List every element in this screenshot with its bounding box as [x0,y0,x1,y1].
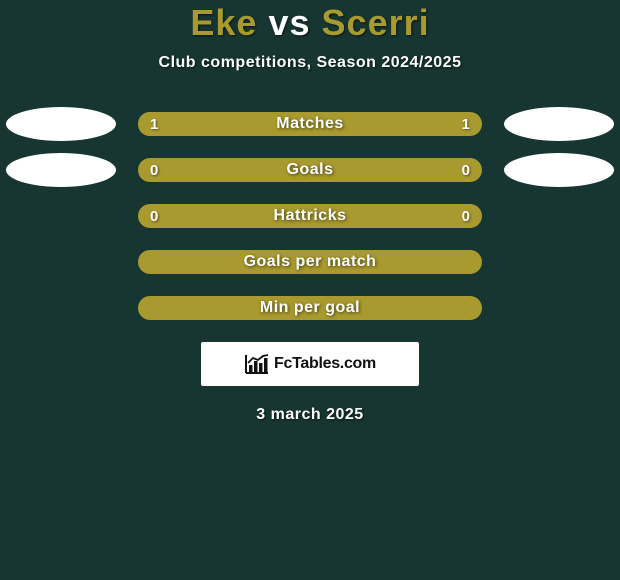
comparison-infographic: Eke vs Scerri Club competitions, Season … [0,0,620,580]
value-left: 1 [150,116,158,133]
stat-row: Goals per match [0,250,620,274]
pie-left [6,107,116,141]
logo-text: FcTables.com [274,355,376,373]
player1-name: Eke [190,2,257,43]
stat-row: Min per goal [0,296,620,320]
value-right: 0 [462,208,470,225]
category-label: Hattricks [274,207,347,225]
page-title: Eke vs Scerri [190,2,429,44]
value-left: 0 [150,162,158,179]
category-label: Min per goal [260,299,360,317]
logo-band: FcTables.com [201,342,419,386]
stat-rows: 1 1 Matches 0 0 Goals 0 0 Hattricks Goals per mat… [0,112,620,320]
value-right: 1 [462,116,470,133]
stat-row: 1 1 Matches [0,112,620,136]
chart-icon [244,353,270,375]
player2-name: Scerri [322,2,430,43]
stat-row: 0 0 Goals [0,158,620,182]
pie-right [504,153,614,187]
pie-left [6,153,116,187]
vs-word: vs [268,2,310,43]
stat-bar: 0 0 Hattricks [138,204,482,228]
pie-right [504,107,614,141]
stat-row: 0 0 Hattricks [0,204,620,228]
category-label: Matches [276,115,344,133]
date-label: 3 march 2025 [256,406,363,424]
value-left: 0 [150,208,158,225]
category-label: Goals [287,161,334,179]
category-label: Goals per match [244,253,377,271]
stat-bar: Min per goal [138,296,482,320]
value-right: 0 [462,162,470,179]
subtitle: Club competitions, Season 2024/2025 [159,54,462,72]
stat-bar: 1 1 Matches [138,112,482,136]
stat-bar: 0 0 Goals [138,158,482,182]
stat-bar: Goals per match [138,250,482,274]
